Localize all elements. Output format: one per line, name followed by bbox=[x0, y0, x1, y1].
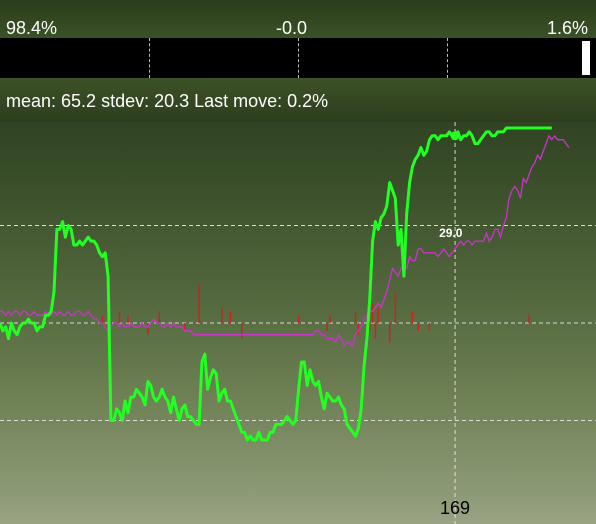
meter-gridline bbox=[149, 38, 150, 78]
stats-bar: mean: 65.2 stdev: 20.3 Last move: 0.2% bbox=[0, 78, 596, 122]
secondary-series-line bbox=[0, 134, 570, 348]
probability-series-line bbox=[0, 126, 552, 442]
top-bar: 98.4% -0.0 1.6% bbox=[0, 0, 596, 38]
left-value: 98.4% bbox=[6, 18, 58, 38]
cursor-value-label: 29.0 bbox=[439, 226, 463, 240]
cursor-point bbox=[450, 131, 460, 141]
meter-gridline bbox=[298, 38, 299, 78]
right-value: 1.6% bbox=[546, 18, 588, 38]
cursor-x-readout: 169 bbox=[440, 498, 471, 518]
center-value: -0.0 bbox=[276, 18, 308, 38]
meter-marker bbox=[582, 41, 590, 75]
history-chart[interactable]: 29.0 bbox=[0, 122, 596, 524]
chart-area[interactable]: 29.0 169 bbox=[0, 122, 596, 524]
stats-text: mean: 65.2 stdev: 20.3 Last move: 0.2% bbox=[6, 91, 329, 111]
meter-gridline bbox=[447, 38, 448, 78]
probability-meter bbox=[0, 38, 596, 78]
